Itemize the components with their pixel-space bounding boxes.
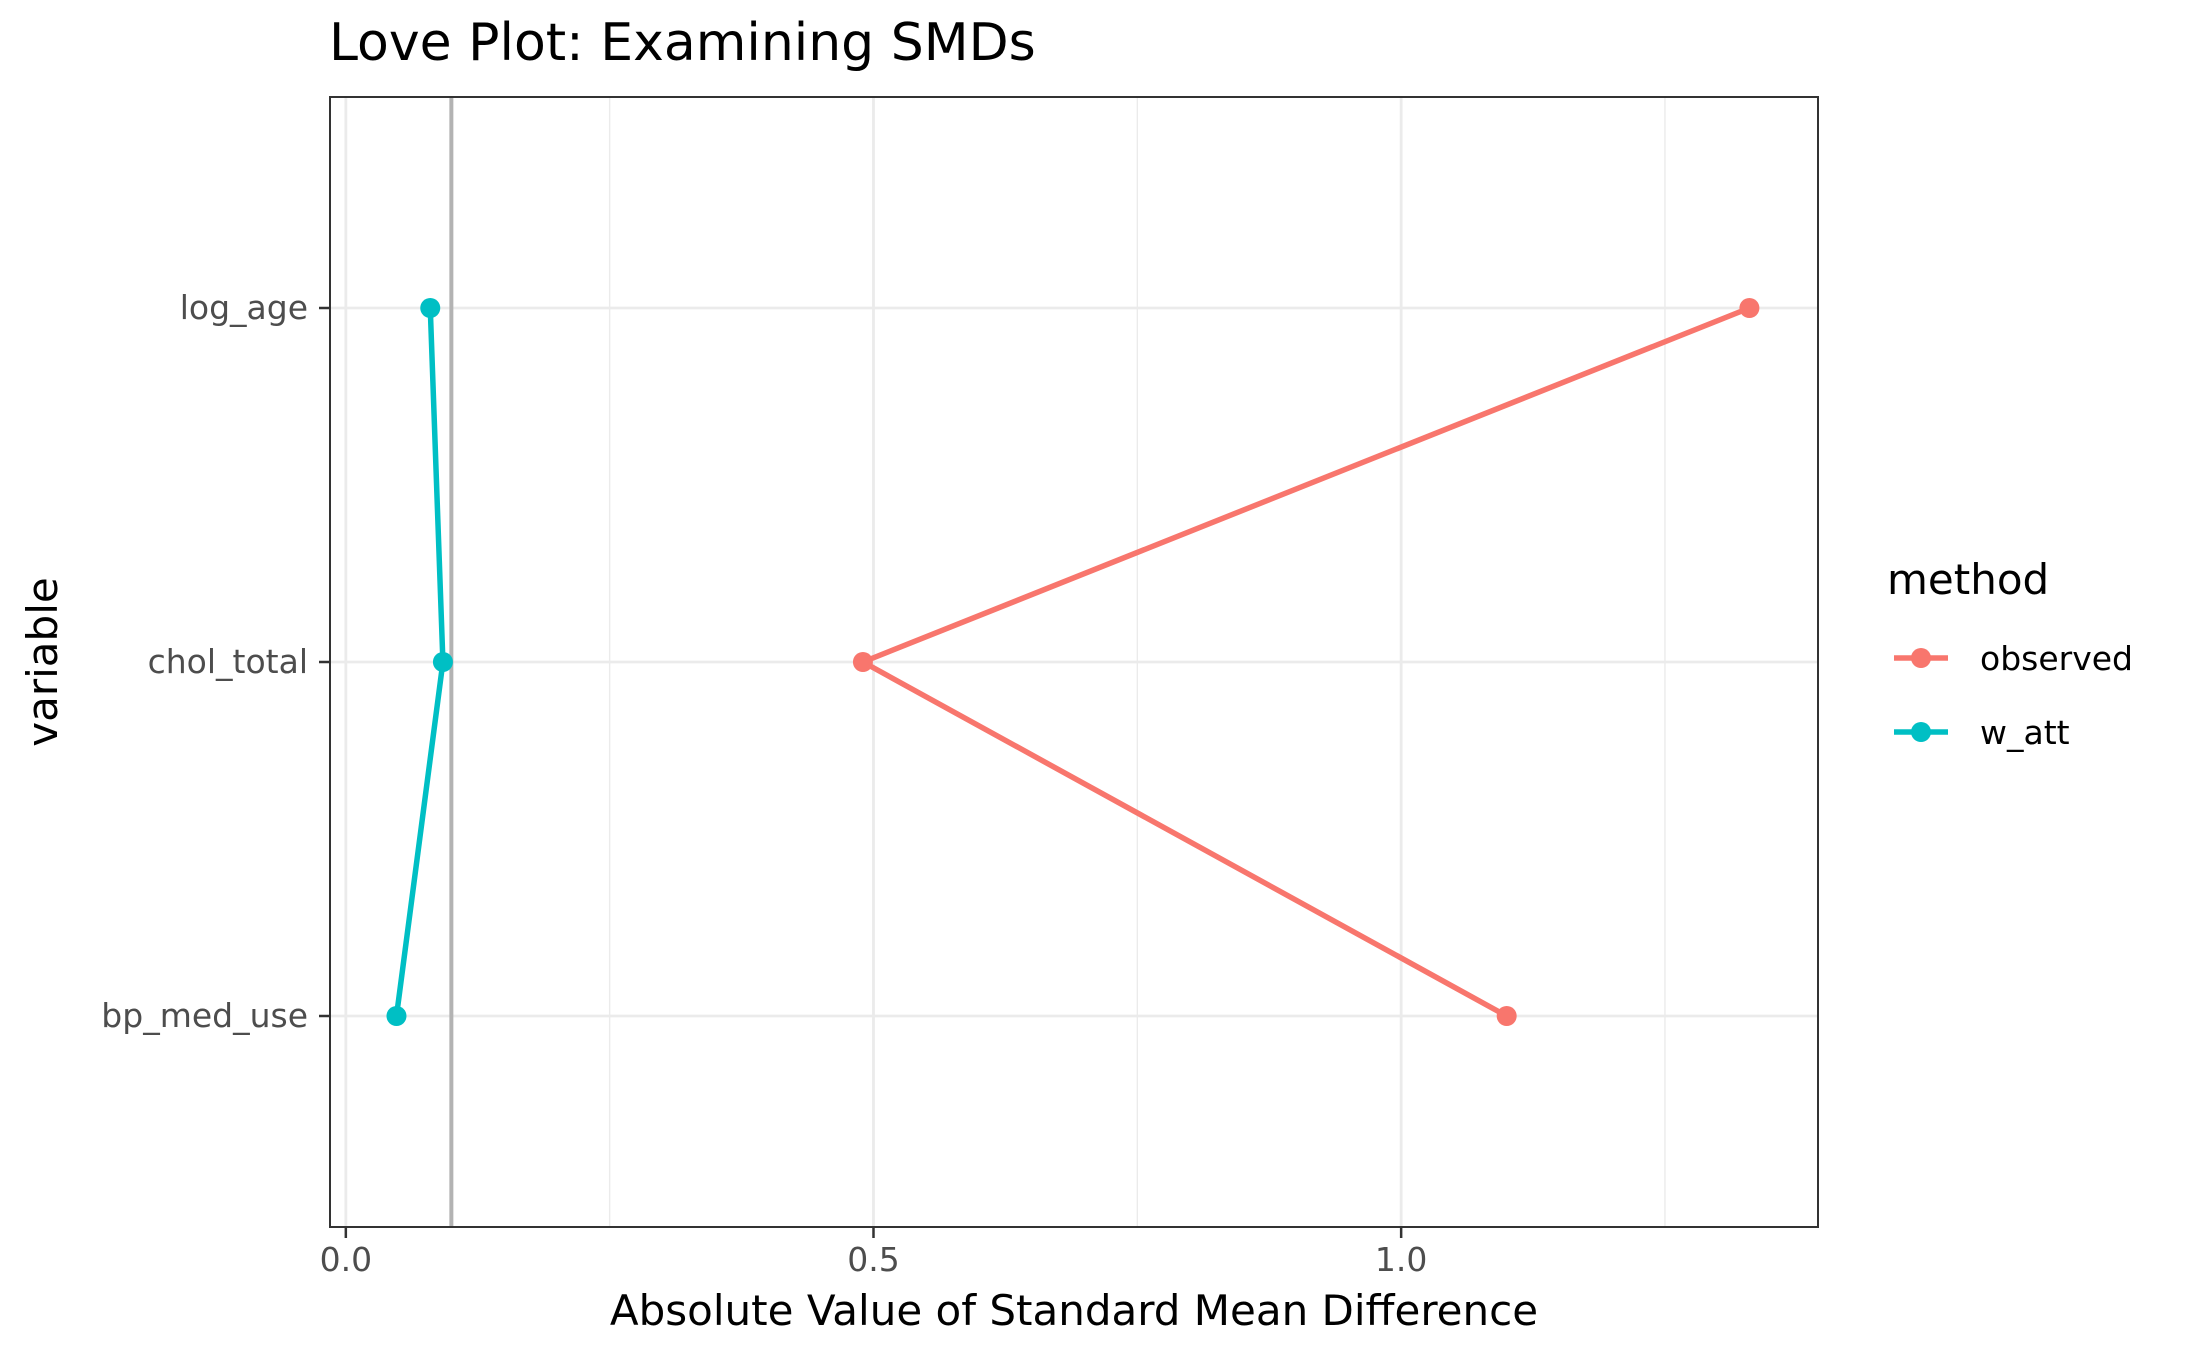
y-tick-label: bp_med_use: [101, 996, 308, 1035]
data-point-observed-log-age: [1739, 298, 1760, 318]
data-point-observed-bp-med-use: [1496, 1006, 1517, 1026]
plot-panel: [329, 96, 1819, 1228]
legend-label-w-att: w_att: [1980, 713, 2070, 752]
y-tick-label: log_age: [180, 288, 308, 327]
legend-title: method: [1887, 555, 2049, 604]
legend-items: observed w_att: [1894, 639, 2133, 752]
x-axis-title: Absolute Value of Standard Mean Differen…: [610, 1286, 1538, 1335]
y-axis-title: variable: [18, 577, 67, 746]
x-axis: 0.0 0.5 1.0: [320, 1227, 1427, 1279]
legend-key-point-observed: [1911, 648, 1931, 668]
legend: method observed w_att: [1887, 555, 2133, 752]
data-point-w-att-bp-med-use: [386, 1006, 407, 1026]
y-axis: log_age chol_total bp_med_use: [101, 288, 330, 1035]
legend-key-point-w-att: [1911, 722, 1931, 742]
x-tick-label: 1.0: [1375, 1240, 1427, 1279]
series-layer: [386, 298, 1760, 1026]
y-tick-label: chol_total: [148, 642, 308, 681]
major-gridlines: [330, 97, 1818, 1227]
data-point-w-att-log-age: [420, 298, 441, 318]
x-tick-label: 0.5: [847, 1240, 899, 1279]
legend-label-observed: observed: [1980, 639, 2133, 678]
data-point-observed-chol-total: [852, 652, 873, 672]
x-tick-label: 0.0: [320, 1240, 372, 1279]
data-point-w-att-chol-total: [432, 652, 453, 672]
chart-title: Love Plot: Examining SMDs: [329, 13, 1036, 73]
